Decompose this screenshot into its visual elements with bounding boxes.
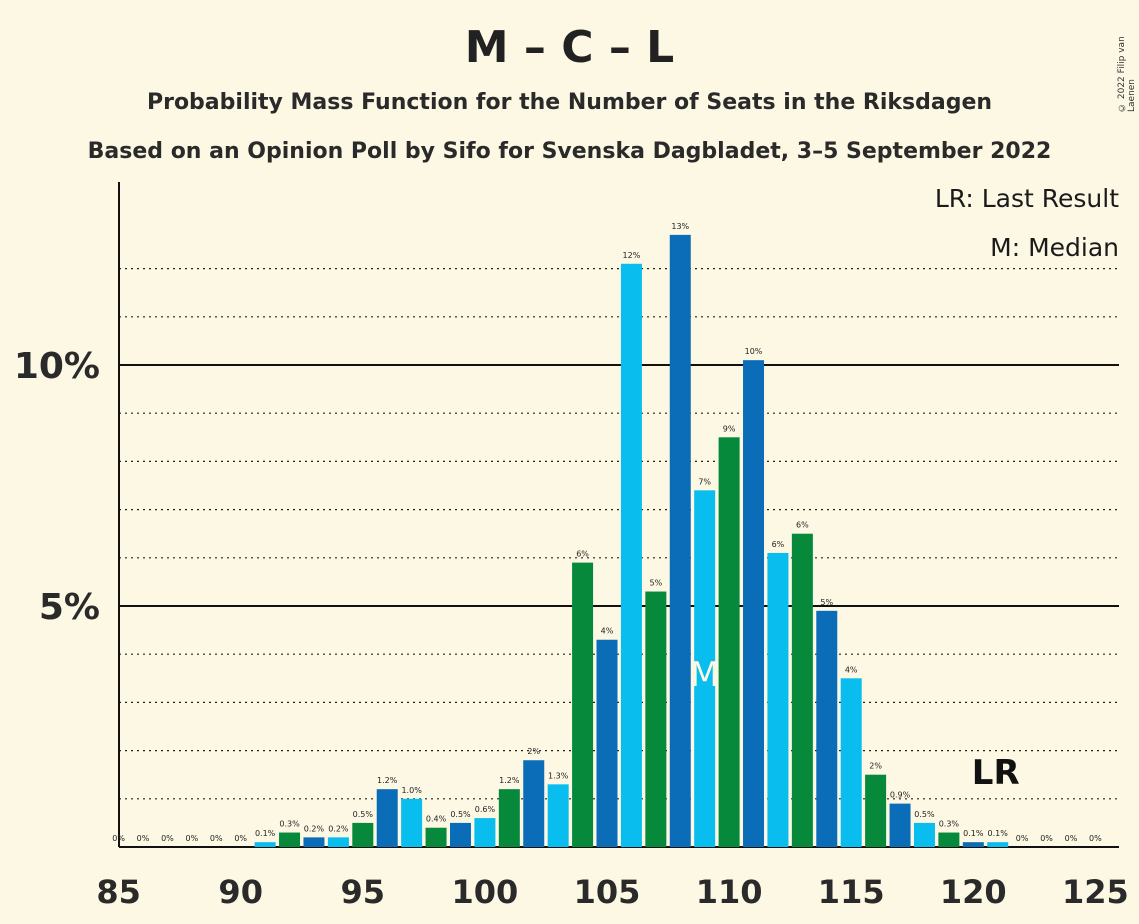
data-label: 0.1% [255,829,276,838]
y-tick-label: 10% [14,346,100,387]
bar-seat-97 [401,798,423,847]
bar-seat-95 [352,822,374,847]
data-label: 0% [1040,834,1053,843]
data-label: 0% [112,834,125,843]
data-label: 6% [576,550,589,559]
data-label: 7% [698,477,711,486]
bar-seat-91 [254,842,276,847]
last-result-marker: LR [972,753,1020,793]
data-label: 0% [137,834,150,843]
bar-seat-115 [840,678,862,847]
data-label: 0.5% [914,810,935,819]
bar-seat-101 [498,789,520,847]
data-label: 2% [869,762,882,771]
bar-seat-100 [474,818,496,847]
data-label: 0.2% [304,824,325,833]
data-label: 12% [623,251,641,260]
bar-seat-94 [327,837,349,847]
bar-seat-98 [425,827,447,847]
data-label: 4% [845,665,858,674]
bar-seat-121 [987,842,1009,847]
data-label: 0% [186,834,199,843]
data-label: 0% [161,834,174,843]
data-label: 1.3% [548,771,569,780]
data-label: 4% [601,627,614,636]
bar-seat-110 [718,437,740,847]
data-label: 1.2% [377,776,398,785]
data-label: 6% [796,521,809,530]
data-label: 6% [772,540,785,549]
data-label: 0.3% [939,820,960,829]
y-tick-label: 5% [39,587,100,628]
bar-seat-102 [523,760,545,847]
bar-seat-118 [913,822,935,847]
x-tick-label: 90 [218,873,263,911]
legend-last-result: LR: Last Result [934,184,1119,213]
bar-seat-113 [791,533,813,847]
x-tick-label: 120 [940,873,1007,911]
legend-median: M: Median [990,233,1119,262]
chart-subtitle: Probability Mass Function for the Number… [146,90,993,115]
data-label: 9% [723,424,736,433]
data-label: 5% [820,598,833,607]
data-label: 0.3% [279,820,300,829]
bar-seat-117 [889,803,911,847]
data-label: 5% [649,579,662,588]
data-label: 0% [210,834,223,843]
bar-seat-116 [865,774,887,847]
bar-seat-106 [620,263,642,847]
data-label: 0.1% [963,829,984,838]
bar-seat-93 [303,837,325,847]
data-label: 0% [1016,834,1029,843]
x-tick-label: 115 [818,873,885,911]
data-label: 0.1% [988,829,1009,838]
data-label: 0% [1065,834,1078,843]
data-label: 0.9% [890,791,911,800]
data-label: 1.0% [401,786,422,795]
x-tick-label: 105 [574,873,641,911]
bar-seat-105 [596,639,618,847]
median-marker: M [690,655,719,695]
data-label: 10% [745,347,763,356]
bar-seat-103 [547,784,569,847]
bar-seat-112 [767,552,789,847]
data-label: 0.5% [353,810,374,819]
data-label: 13% [671,222,689,231]
x-tick-label: 125 [1062,873,1129,911]
bar-seat-104 [572,562,594,847]
bar-seat-96 [376,789,398,847]
bar-seat-109 [694,490,716,847]
bar-seat-92 [279,832,301,847]
bar-seat-107 [645,591,667,847]
x-tick-label: 100 [452,873,519,911]
x-tick-label: 85 [96,873,141,911]
data-label: 0% [1089,834,1102,843]
data-label: 0.2% [328,824,349,833]
data-label: 2% [527,747,540,756]
data-label: 1.2% [499,776,520,785]
bar-seat-99 [449,822,471,847]
x-tick-label: 110 [696,873,763,911]
data-label: 0.6% [475,805,496,814]
bar-seat-120 [962,842,984,847]
chart-title: M – C – L [464,22,675,73]
data-label: 0.5% [450,810,471,819]
x-tick-label: 95 [341,873,386,911]
chart-subtitle-source: Based on an Opinion Poll by Sifo for Sve… [87,139,1052,164]
data-label: 0.4% [426,815,447,824]
data-label: 0% [234,834,247,843]
bar-seat-119 [938,832,960,847]
bar-seat-108 [669,234,691,848]
bar-seat-111 [743,360,765,847]
bar-seat-114 [816,610,838,847]
